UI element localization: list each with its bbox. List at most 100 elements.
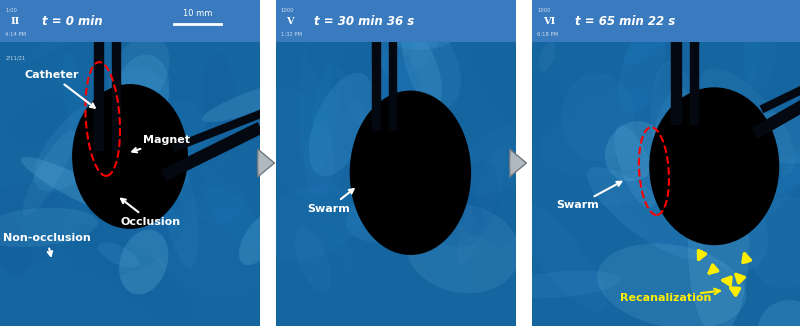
Text: Catheter: Catheter [25, 70, 94, 108]
Ellipse shape [337, 67, 398, 190]
Text: Recanalization: Recanalization [620, 293, 712, 303]
Ellipse shape [313, 65, 333, 132]
Ellipse shape [458, 161, 499, 235]
Ellipse shape [0, 214, 30, 277]
Bar [94, 0, 102, 150]
Ellipse shape [730, 11, 760, 36]
Ellipse shape [34, 93, 130, 192]
Ellipse shape [160, 141, 198, 268]
Ellipse shape [638, 225, 694, 293]
Ellipse shape [167, 100, 207, 159]
Bar [389, 0, 396, 130]
Ellipse shape [206, 186, 260, 244]
Text: 2/11/21: 2/11/21 [6, 55, 26, 60]
Ellipse shape [21, 157, 142, 221]
Text: 4:14 PM: 4:14 PM [6, 32, 26, 37]
Ellipse shape [23, 130, 75, 216]
Ellipse shape [304, 126, 334, 196]
Ellipse shape [298, 4, 340, 176]
Ellipse shape [62, 53, 85, 147]
FancyBboxPatch shape [532, 0, 800, 42]
Text: 10 mm: 10 mm [183, 9, 212, 18]
Text: Swarm: Swarm [556, 182, 622, 210]
Text: t = 0 min: t = 0 min [42, 15, 102, 28]
Ellipse shape [733, 134, 800, 210]
Ellipse shape [358, 122, 436, 229]
Bar [671, 0, 681, 124]
Ellipse shape [202, 78, 313, 122]
Ellipse shape [587, 167, 703, 259]
Ellipse shape [494, 73, 575, 138]
Circle shape [73, 85, 187, 228]
Ellipse shape [0, 182, 66, 270]
Ellipse shape [624, 0, 718, 66]
Ellipse shape [410, 10, 444, 72]
Ellipse shape [612, 154, 710, 244]
Ellipse shape [605, 121, 663, 182]
Ellipse shape [407, 188, 470, 303]
Text: 1:00: 1:00 [6, 8, 17, 13]
Ellipse shape [294, 228, 331, 291]
Ellipse shape [115, 67, 171, 123]
Ellipse shape [158, 156, 258, 268]
Text: VI: VI [542, 17, 555, 26]
Bar [690, 0, 698, 124]
Text: Magnet: Magnet [132, 135, 190, 152]
Ellipse shape [762, 130, 800, 217]
Ellipse shape [62, 47, 83, 164]
Ellipse shape [675, 153, 760, 211]
Ellipse shape [454, 114, 570, 195]
Ellipse shape [650, 62, 707, 207]
Ellipse shape [600, 152, 702, 207]
Circle shape [350, 91, 470, 254]
Ellipse shape [119, 230, 169, 294]
Bar [372, 0, 381, 130]
Ellipse shape [385, 123, 441, 166]
Ellipse shape [758, 300, 800, 326]
Ellipse shape [258, 86, 342, 201]
Ellipse shape [471, 168, 519, 246]
Ellipse shape [134, 0, 190, 31]
Ellipse shape [638, 137, 698, 186]
Text: II: II [10, 17, 20, 26]
Ellipse shape [370, 52, 421, 135]
Text: Non-occlusion: Non-occlusion [3, 233, 90, 256]
Text: 6:18 PM: 6:18 PM [538, 32, 558, 37]
Ellipse shape [749, 197, 800, 289]
Ellipse shape [127, 205, 178, 262]
FancyBboxPatch shape [276, 0, 516, 42]
Bar [112, 0, 120, 150]
Ellipse shape [282, 0, 312, 33]
Ellipse shape [65, 187, 186, 277]
Circle shape [650, 88, 778, 244]
Ellipse shape [172, 176, 202, 209]
Ellipse shape [540, 91, 685, 177]
Ellipse shape [194, 182, 246, 224]
Ellipse shape [598, 244, 746, 326]
Ellipse shape [112, 55, 170, 136]
Ellipse shape [539, 41, 556, 72]
Ellipse shape [202, 52, 235, 148]
Ellipse shape [162, 209, 286, 300]
Text: Swarm: Swarm [307, 189, 354, 214]
Ellipse shape [618, 20, 666, 113]
FancyBboxPatch shape [0, 0, 260, 42]
Ellipse shape [17, 4, 117, 66]
Ellipse shape [3, 83, 140, 143]
Ellipse shape [743, 17, 776, 88]
Text: 1000: 1000 [281, 8, 294, 13]
Ellipse shape [254, 185, 366, 260]
Ellipse shape [712, 112, 800, 163]
Ellipse shape [744, 25, 760, 87]
Ellipse shape [652, 87, 690, 171]
Ellipse shape [239, 212, 281, 265]
Text: t = 65 min 22 s: t = 65 min 22 s [575, 15, 675, 28]
Ellipse shape [382, 7, 464, 50]
Ellipse shape [0, 208, 98, 247]
Ellipse shape [385, 0, 438, 48]
Ellipse shape [691, 180, 768, 272]
Ellipse shape [406, 204, 519, 293]
Ellipse shape [309, 73, 374, 176]
Text: V: V [286, 17, 294, 26]
Ellipse shape [371, 0, 461, 110]
